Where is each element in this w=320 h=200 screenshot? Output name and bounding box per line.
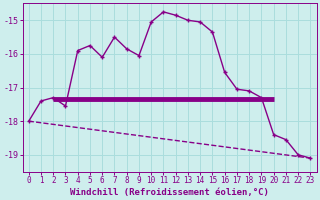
X-axis label: Windchill (Refroidissement éolien,°C): Windchill (Refroidissement éolien,°C) xyxy=(70,188,269,197)
